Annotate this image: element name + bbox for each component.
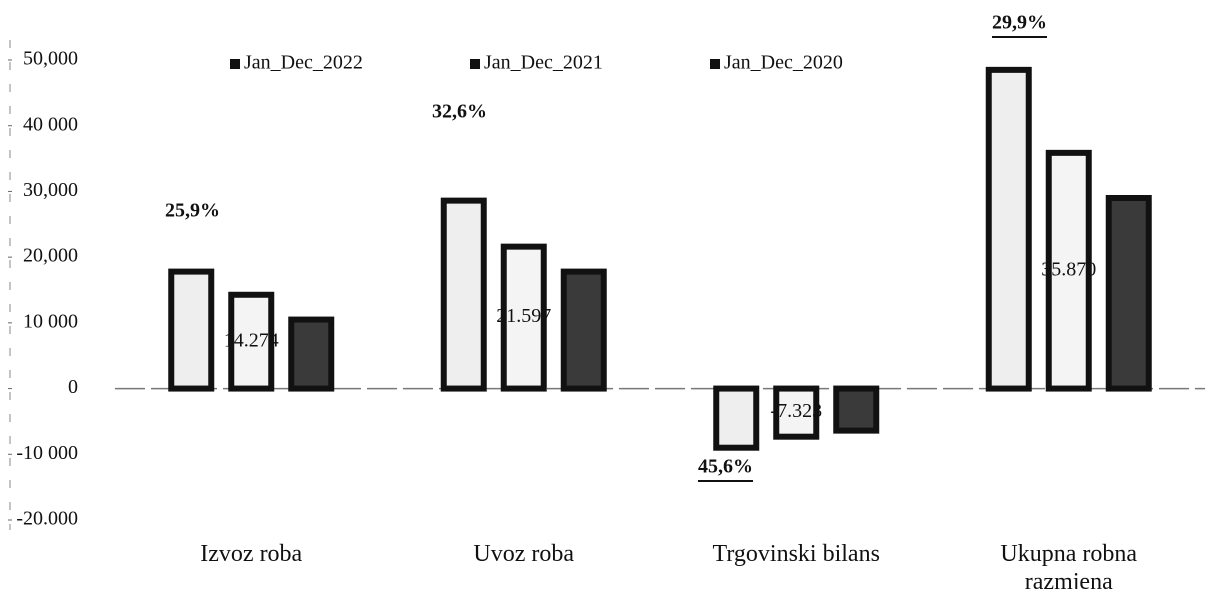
- legend-label: Jan_Dec_2021: [484, 52, 603, 74]
- data-label: 21.597: [496, 305, 551, 327]
- y-tick-label: 50,000: [23, 48, 78, 70]
- bar: [833, 385, 880, 434]
- bar: [440, 197, 487, 392]
- legend-swatch: [230, 59, 240, 69]
- bar: [228, 291, 275, 392]
- y-tick-label: 40 000: [23, 113, 78, 135]
- legend-label: Jan_Dec_2022: [244, 52, 363, 74]
- data-label: -7.323: [770, 400, 822, 422]
- bar: [500, 243, 547, 392]
- annotation: 32,6%: [432, 101, 487, 123]
- bar: [1045, 149, 1092, 392]
- data-label: 35.870: [1041, 258, 1096, 280]
- annotation: 25,9%: [165, 200, 220, 222]
- legend-swatch: [470, 59, 480, 69]
- bar: [713, 385, 760, 451]
- y-tick-label: 20,000: [23, 245, 78, 267]
- bar: [773, 385, 820, 440]
- y-tick-label: -10 000: [16, 442, 78, 464]
- y-tick-label: -20.000: [16, 508, 78, 530]
- bar: [560, 268, 607, 392]
- x-tick-label: Trgovinski bilans: [712, 541, 880, 567]
- legend-label: Jan_Dec_2020: [724, 52, 843, 74]
- annotation: 29,9%: [992, 12, 1047, 34]
- legend-swatch: [710, 59, 720, 69]
- x-tick-label: Izvoz roba: [200, 541, 303, 567]
- data-label: 14.274: [224, 329, 279, 351]
- x-tick-label: Uvoz roba: [473, 541, 575, 567]
- bar: [288, 316, 335, 392]
- y-tick-label: 0: [68, 376, 78, 398]
- bar: [985, 66, 1032, 392]
- y-tick-label: 10 000: [23, 310, 78, 332]
- bar: [168, 268, 215, 392]
- y-tick-label: 30,000: [23, 179, 78, 201]
- bar: [1105, 195, 1152, 392]
- annotation: 45,6%: [698, 456, 753, 478]
- x-tick-label: Ukupna robna razmjena: [1000, 541, 1138, 589]
